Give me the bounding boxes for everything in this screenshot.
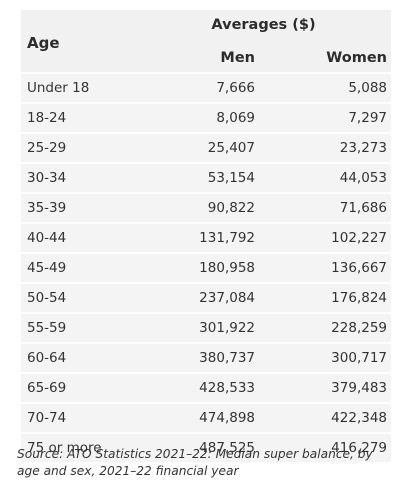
age-cell: 50-54 (27, 290, 67, 306)
table-body: Under 18 7,666 5,088 18-24 8,069 7,297 25-29 25… (21, 72, 391, 462)
men-value-cell: 25,407 (207, 140, 255, 156)
super-balance-table: Age Averages ($) Men Women Under 18 7,666… (21, 10, 391, 462)
men-value-cell: 180,958 (199, 260, 255, 276)
men-value-cell: 487,525 (199, 440, 255, 456)
age-cell: 45-49 (27, 260, 67, 276)
women-value-cell: 136,667 (331, 260, 387, 276)
age-cell: 65-69 (27, 380, 67, 396)
table-header: Age Averages ($) Men Women (21, 10, 391, 72)
men-value-cell: 53,154 (207, 170, 255, 186)
women-value-cell: 102,227 (331, 230, 387, 246)
women-value-cell: 7,297 (348, 110, 387, 126)
table-row: Under 18 7,666 5,088 (21, 72, 391, 102)
men-value-cell: 8,069 (216, 110, 255, 126)
table-row: 25-29 25,407 23,273 (21, 132, 391, 162)
table-row: 50-54 237,084 176,824 (21, 282, 391, 312)
men-value-cell: 90,822 (207, 200, 255, 216)
table-row: 70-74 474,898 422,348 (21, 402, 391, 432)
age-column-header: Age (27, 34, 60, 52)
age-cell: 75 or more (27, 440, 102, 456)
women-value-cell: 5,088 (348, 80, 387, 96)
women-value-cell: 71,686 (339, 200, 387, 216)
women-column-header: Women (326, 50, 387, 66)
table-row: 40-44 131,792 102,227 (21, 222, 391, 252)
women-value-cell: 23,273 (339, 140, 387, 156)
men-value-cell: 237,084 (199, 290, 255, 306)
table-row: 18-24 8,069 7,297 (21, 102, 391, 132)
age-cell: 25-29 (27, 140, 67, 156)
table-row: 30-34 53,154 44,053 (21, 162, 391, 192)
women-value-cell: 228,259 (331, 320, 387, 336)
age-cell: 55-59 (27, 320, 67, 336)
age-cell: 35-39 (27, 200, 67, 216)
women-value-cell: 44,053 (339, 170, 387, 186)
table-row: 55-59 301,922 228,259 (21, 312, 391, 342)
women-value-cell: 422,348 (331, 410, 387, 426)
table-row: 35-39 90,822 71,686 (21, 192, 391, 222)
women-value-cell: 379,483 (331, 380, 387, 396)
age-cell: Under 18 (27, 80, 90, 96)
table-row: 60-64 380,737 300,717 (21, 342, 391, 372)
table-row: 75 or more 487,525 416,279 (21, 432, 391, 462)
table-row: 45-49 180,958 136,667 (21, 252, 391, 282)
age-cell: 60-64 (27, 350, 67, 366)
age-cell: 40-44 (27, 230, 67, 246)
age-cell: 70-74 (27, 410, 67, 426)
men-value-cell: 131,792 (199, 230, 255, 246)
women-value-cell: 176,824 (331, 290, 387, 306)
source-note: Source: ATO Statistics 2021–22: Median s… (17, 447, 373, 478)
women-value-cell: 416,279 (331, 440, 387, 456)
averages-group-header: Averages ($) (211, 17, 316, 33)
men-value-cell: 301,922 (199, 320, 255, 336)
age-cell: 30-34 (27, 170, 67, 186)
men-value-cell: 380,737 (199, 350, 255, 366)
men-column-header: Men (220, 50, 255, 66)
men-value-cell: 7,666 (216, 80, 255, 96)
table-row: 65-69 428,533 379,483 (21, 372, 391, 402)
women-value-cell: 300,717 (331, 350, 387, 366)
men-value-cell: 428,533 (199, 380, 255, 396)
men-value-cell: 474,898 (199, 410, 255, 426)
age-cell: 18-24 (27, 110, 67, 126)
